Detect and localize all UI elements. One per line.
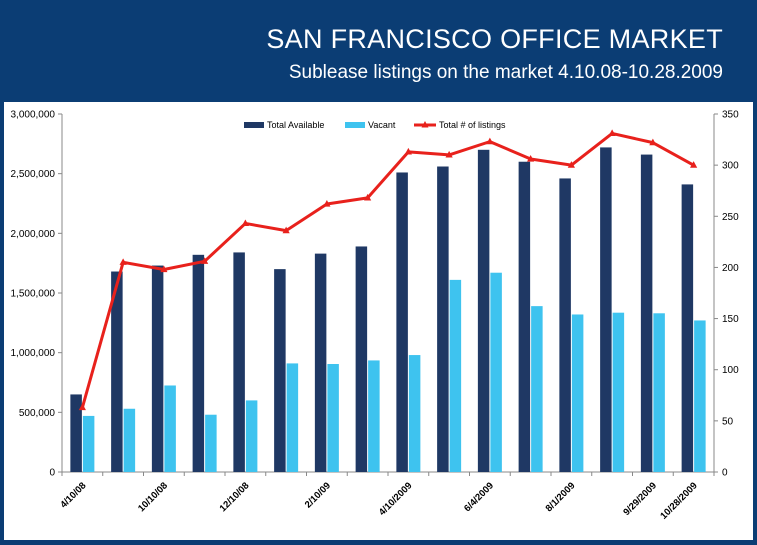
chart-panel: 0 500,000 1,000,000 1,500,000 2,000,000 2,500… bbox=[4, 102, 753, 540]
x-tick-label: 9/29/2009 bbox=[621, 480, 659, 518]
line-point-total-listings bbox=[690, 161, 698, 168]
bar-total-available bbox=[314, 253, 327, 472]
line-point-total-listings bbox=[364, 193, 372, 201]
x-tick-label: 6/4/2009 bbox=[462, 480, 496, 514]
bar-total-available bbox=[559, 178, 571, 472]
legend-swatch-total-available bbox=[244, 122, 264, 128]
bar-vacant bbox=[123, 408, 136, 472]
bar-total-available bbox=[477, 149, 490, 473]
legend-label: Total # of listings bbox=[439, 120, 506, 130]
line-point-total-listings bbox=[486, 137, 494, 145]
y2-tick-label: 300 bbox=[722, 161, 739, 172]
page-title: SAN FRANCISCO OFFICE MARKET bbox=[266, 24, 723, 54]
bar-total-available bbox=[518, 161, 531, 472]
line-point-total-listings bbox=[527, 155, 535, 162]
bar-vacant bbox=[408, 355, 421, 472]
legend-swatch-vacant bbox=[345, 122, 365, 128]
page-subtitle: Sublease listings on the market 4.10.08-… bbox=[288, 62, 723, 83]
y-tick-label: 0 bbox=[49, 468, 55, 479]
line-point-total-listings bbox=[445, 150, 453, 158]
legend-marker-total-listings bbox=[421, 121, 429, 128]
bar-vacant bbox=[612, 312, 625, 472]
bar-vacant bbox=[449, 279, 462, 472]
y-tick-label: 1,000,000 bbox=[11, 348, 56, 359]
y2-tick-label: 50 bbox=[722, 416, 734, 427]
line-point-total-listings bbox=[241, 219, 249, 227]
y2-tick-label: 200 bbox=[722, 263, 739, 274]
y2-tick-label: 100 bbox=[722, 365, 739, 376]
bar-vacant bbox=[164, 385, 176, 472]
bar-vacant bbox=[327, 364, 339, 472]
bar-vacant bbox=[531, 306, 543, 472]
y2-tick-label: 0 bbox=[722, 468, 728, 479]
y-tick-label: 2,500,000 bbox=[11, 169, 56, 180]
bar-total-available bbox=[600, 147, 612, 472]
x-tick-label: 12/10/08 bbox=[218, 480, 252, 514]
bar-total-available bbox=[192, 254, 205, 472]
x-tick-label: 4/10/2009 bbox=[377, 480, 415, 518]
bar-vacant bbox=[368, 360, 380, 472]
bar-total-available bbox=[274, 269, 286, 472]
line-point-total-listings bbox=[323, 200, 331, 207]
y2-tick-label: 150 bbox=[722, 314, 739, 325]
y-tick-label: 500,000 bbox=[19, 408, 56, 419]
bar-total-available bbox=[640, 154, 653, 472]
bar-total-available bbox=[233, 252, 245, 472]
line-total-listings bbox=[80, 131, 695, 408]
x-tick-label: 2/10/09 bbox=[303, 480, 333, 510]
bar-vacant bbox=[82, 415, 95, 472]
x-tick-label: 8/1/2009 bbox=[544, 480, 578, 514]
y2-tick-label: 350 bbox=[722, 110, 739, 121]
line-point-total-listings bbox=[404, 147, 412, 155]
line-point-total-listings bbox=[160, 265, 168, 273]
line-point-total-listings bbox=[649, 138, 657, 146]
y-tick-label: 1,500,000 bbox=[11, 289, 56, 300]
bar-total-available bbox=[437, 166, 449, 473]
y-tick-label: 2,000,000 bbox=[11, 229, 56, 240]
line-point-total-listings bbox=[567, 161, 575, 168]
bar-total-available bbox=[111, 271, 123, 472]
bar-vacant bbox=[653, 313, 665, 472]
legend-label: Total Available bbox=[267, 120, 324, 130]
bar-vacant bbox=[694, 320, 706, 472]
y-tick-label: 3,000,000 bbox=[11, 110, 56, 121]
line-point-total-listings bbox=[78, 403, 86, 411]
line-point-total-listings bbox=[608, 129, 616, 137]
combo-chart: 0 500,000 1,000,000 1,500,000 2,000,000 2,500… bbox=[11, 110, 740, 522]
bar-vacant bbox=[245, 400, 258, 472]
x-tick-label: 4/10/08 bbox=[58, 480, 88, 510]
header-banner: SAN FRANCISCO OFFICE MARKET Sublease lis… bbox=[0, 0, 757, 102]
bar-total-available bbox=[355, 246, 368, 472]
line-point-total-listings bbox=[201, 257, 209, 264]
bar-vacant bbox=[286, 363, 299, 472]
legend-label: Vacant bbox=[368, 120, 396, 130]
x-tick-label: 10/28/2009 bbox=[658, 480, 699, 521]
bar-vacant bbox=[205, 414, 217, 472]
bar-total-available bbox=[396, 172, 408, 472]
line-point-total-listings bbox=[119, 258, 127, 265]
bar-total-available bbox=[70, 394, 82, 472]
bar-vacant bbox=[571, 314, 584, 472]
bar-total-available bbox=[681, 184, 694, 472]
bar-vacant bbox=[490, 272, 502, 472]
y2-tick-label: 250 bbox=[722, 212, 739, 223]
x-tick-label: 10/10/08 bbox=[136, 480, 170, 514]
bar-total-available bbox=[151, 265, 164, 472]
line-point-total-listings bbox=[282, 226, 290, 234]
